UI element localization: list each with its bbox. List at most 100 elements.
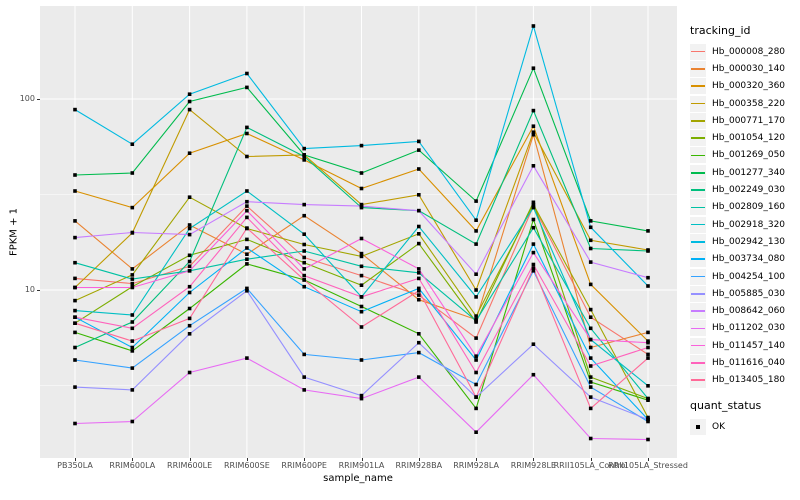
- x-tick-mark: [476, 458, 478, 461]
- x-tick-mark: [189, 458, 191, 461]
- legend-label: Hb_008642_060: [712, 306, 786, 317]
- data-point-marker: [646, 352, 650, 357]
- data-point-marker: [302, 249, 306, 253]
- legend-item: Hb_008642_060: [690, 302, 800, 320]
- data-point-marker: [187, 226, 192, 231]
- data-point-marker: [646, 356, 650, 360]
- data-point-marker: [588, 225, 593, 230]
- data-point-marker: [130, 313, 135, 317]
- line-swatch-icon: [691, 241, 705, 243]
- legend-item: Hb_011616_040: [690, 354, 800, 371]
- legend-label: Hb_004254_100: [712, 271, 786, 282]
- data-point-marker: [187, 253, 192, 258]
- data-point-marker: [73, 385, 77, 389]
- data-point-marker: [73, 107, 77, 112]
- data-point-marker: [245, 286, 249, 291]
- legend-key-swatch: [690, 43, 706, 60]
- data-point-marker: [73, 235, 77, 240]
- data-point-marker: [646, 384, 650, 388]
- legend-item: Hb_011457_140: [690, 337, 800, 354]
- data-point-marker: [359, 396, 364, 401]
- legend-entries: Hb_000008_280 Hb_000030_140 Hb_000320_360 H…: [690, 43, 800, 389]
- data-point-marker: [531, 205, 536, 210]
- legend-key-swatch: [690, 372, 706, 389]
- data-point-marker: [588, 385, 593, 389]
- data-point-marker: [531, 164, 536, 168]
- legend: tracking_id Hb_000008_280 Hb_000030_140 Hb…: [690, 24, 800, 435]
- data-point-marker: [302, 154, 306, 159]
- data-point-marker: [130, 142, 135, 146]
- x-tick-mark: [361, 458, 363, 461]
- legend-label: Hb_000030_140: [712, 63, 786, 74]
- data-point-marker: [588, 380, 593, 384]
- x-tick-label: RRIM600SE: [224, 461, 270, 470]
- data-point-marker: [359, 254, 364, 259]
- data-point-marker: [531, 242, 536, 246]
- data-point-marker: [474, 430, 478, 434]
- line-swatch-icon: [691, 102, 705, 105]
- legend-key-swatch: [690, 233, 706, 250]
- data-point-marker: [588, 238, 593, 243]
- data-point-marker: [73, 298, 77, 303]
- data-point-marker: [646, 345, 650, 350]
- data-point-marker: [474, 406, 478, 411]
- y-tick-mark: [37, 290, 40, 291]
- data-point-marker: [417, 297, 421, 302]
- data-point-marker: [302, 255, 306, 260]
- line-swatch-icon: [691, 120, 705, 122]
- data-point-marker: [245, 289, 249, 293]
- line-swatch-icon: [691, 292, 705, 295]
- data-point-marker: [359, 264, 364, 269]
- legend-key-swatch: [690, 147, 706, 164]
- data-point-marker: [359, 393, 364, 398]
- data-point-marker: [474, 370, 478, 375]
- data-point-marker: [417, 332, 421, 336]
- data-point-marker: [474, 336, 478, 340]
- data-point-marker: [417, 340, 421, 345]
- data-point-marker: [302, 273, 306, 278]
- data-point-marker: [417, 286, 421, 291]
- data-point-marker: [130, 345, 135, 350]
- data-point-marker: [646, 417, 650, 422]
- data-point-marker: [245, 204, 249, 208]
- data-point-marker: [130, 273, 135, 277]
- data-point-marker: [417, 232, 421, 236]
- legend-item: Hb_001277_340: [690, 164, 800, 181]
- legend-key-swatch: [690, 354, 706, 371]
- x-tick-label: RRIM901LA: [338, 461, 385, 470]
- data-point-marker: [359, 304, 364, 309]
- x-tick-label: PB350LA: [57, 461, 93, 470]
- data-point-marker: [531, 130, 536, 134]
- legend-key-swatch: [690, 285, 706, 302]
- x-tick-mark: [75, 458, 76, 461]
- x-axis-title: sample_name: [323, 473, 393, 484]
- data-point-marker: [474, 242, 478, 246]
- data-point-marker: [646, 330, 650, 335]
- data-point-marker: [531, 132, 536, 137]
- legend-label: Hb_002918_320: [712, 219, 786, 230]
- legend-title-tracking-id: tracking_id: [690, 24, 751, 37]
- data-point-marker: [531, 342, 536, 346]
- data-point-marker: [531, 262, 536, 267]
- data-point-marker: [245, 356, 249, 360]
- line-swatch-icon: [691, 171, 705, 174]
- data-point-marker: [646, 275, 650, 280]
- legend-key-swatch: [690, 130, 706, 147]
- data-point-marker: [245, 154, 249, 159]
- data-point-marker: [588, 345, 593, 350]
- data-point-marker: [417, 271, 421, 275]
- data-point-marker: [588, 326, 593, 331]
- legend-item: Hb_000320_360: [690, 78, 800, 95]
- y-axis-title: FPKM + 1: [8, 207, 20, 257]
- data-point-marker: [474, 382, 478, 387]
- data-point-marker: [130, 339, 135, 343]
- data-point-marker: [417, 350, 421, 355]
- legend-key-swatch: [690, 199, 706, 216]
- data-point-marker: [531, 66, 536, 70]
- legend-item: Hb_002918_320: [690, 216, 800, 233]
- data-point-marker: [302, 213, 306, 218]
- legend-label: OK: [712, 421, 725, 432]
- legend-label: Hb_013405_180: [712, 375, 786, 386]
- data-point-marker: [130, 349, 135, 353]
- data-point-marker: [130, 230, 135, 235]
